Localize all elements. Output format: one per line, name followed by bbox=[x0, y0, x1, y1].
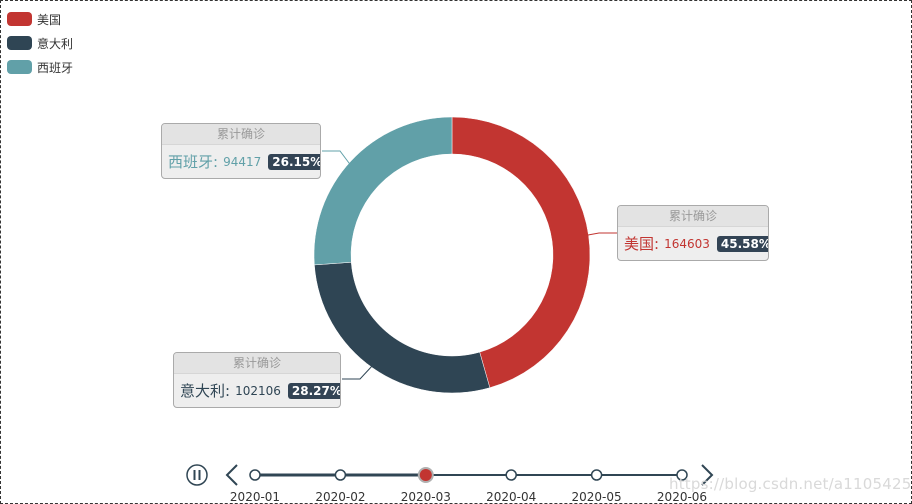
watermark: https://blog.csdn.net/a110542545 bbox=[669, 475, 912, 493]
timeline: 2020-01 2020-02 2020-03 2020-04 2020-05 2020-… bbox=[186, 464, 714, 503]
legend-swatch bbox=[7, 12, 32, 26]
legend-item-usa[interactable]: 美国 bbox=[7, 7, 73, 31]
callout-value-usa: 164603 bbox=[664, 236, 710, 251]
legend: 美国 意大利 西班牙 bbox=[7, 7, 73, 79]
legend-label: 美国 bbox=[37, 12, 62, 27]
donut-slices bbox=[313, 116, 591, 394]
timeline-point[interactable] bbox=[676, 469, 688, 481]
legend-item-spain[interactable]: 西班牙 bbox=[7, 55, 73, 79]
callout-value-spain: 94417 bbox=[223, 154, 262, 169]
pause-bar bbox=[193, 470, 196, 480]
callout-value-italy: 102106 bbox=[235, 383, 281, 398]
timeline-label[interactable]: 2020-06 bbox=[657, 490, 707, 503]
timeline-point[interactable] bbox=[334, 469, 347, 481]
callout-label-spain: 西班牙: bbox=[168, 153, 219, 171]
pause-icon bbox=[186, 464, 208, 486]
legend-label: 意大利 bbox=[37, 36, 74, 51]
legend-item-italy[interactable]: 意大利 bbox=[7, 31, 73, 55]
legend-label: 西班牙 bbox=[37, 60, 74, 75]
callout-series-name: 累计确诊 bbox=[174, 353, 340, 374]
next-arrow-icon[interactable] bbox=[701, 464, 714, 486]
pause-bar bbox=[198, 470, 201, 480]
callout-label-italy: 意大利: bbox=[180, 382, 231, 400]
timeline-current-point[interactable] bbox=[417, 467, 434, 483]
callout-percent-spain: 26.15% bbox=[268, 153, 320, 170]
timeline-label[interactable]: 2020-02 bbox=[315, 490, 365, 503]
tooltip-italy: 累计确诊 意大利: 102106 28.27% bbox=[173, 352, 341, 408]
timeline-label[interactable]: 2020-05 bbox=[572, 490, 622, 503]
tooltip-usa: 累计确诊 美国: 164603 45.58% bbox=[617, 205, 769, 261]
donut-slice-usa[interactable] bbox=[451, 116, 591, 389]
callout-percent-italy: 28.27% bbox=[287, 382, 340, 399]
leader-line-spain bbox=[322, 150, 353, 168]
callout-label-usa: 美国: bbox=[624, 235, 660, 253]
timeline-point[interactable] bbox=[249, 469, 261, 481]
legend-swatch bbox=[7, 36, 32, 50]
donut-slice-spain[interactable] bbox=[313, 116, 453, 266]
timeline-label[interactable]: 2020-04 bbox=[486, 490, 536, 503]
timeline-point[interactable] bbox=[505, 469, 517, 481]
timeline-point[interactable] bbox=[590, 469, 603, 481]
callout-series-name: 累计确诊 bbox=[618, 206, 768, 227]
timeline-label[interactable]: 2020-01 bbox=[230, 490, 280, 503]
timeline-points: 2020-01 2020-02 2020-03 2020-04 2020-05 2020-… bbox=[230, 467, 707, 503]
leader-line-usa bbox=[587, 232, 617, 236]
callout-series-name: 累计确诊 bbox=[162, 124, 320, 145]
prev-arrow-icon[interactable] bbox=[225, 464, 238, 486]
tooltip-spain: 累计确诊 西班牙: 94417 26.15% bbox=[161, 123, 321, 179]
leader-line-italy bbox=[342, 364, 374, 380]
play-pause-button[interactable] bbox=[186, 464, 208, 486]
callout-percent-usa: 45.58% bbox=[716, 235, 768, 252]
legend-swatch bbox=[7, 60, 32, 74]
timeline-label[interactable]: 2020-03 bbox=[401, 490, 451, 503]
